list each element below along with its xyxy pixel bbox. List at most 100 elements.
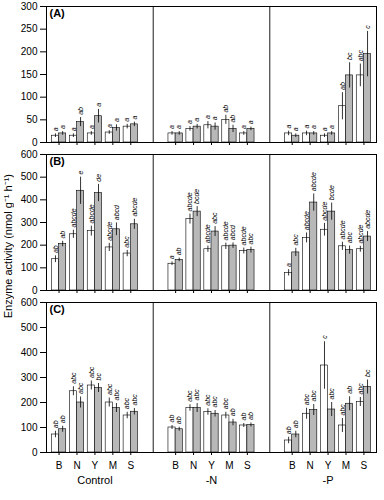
- svg-text:400: 400: [21, 347, 38, 358]
- svg-text:abc: abc: [357, 383, 364, 395]
- svg-text:a: a: [321, 127, 328, 131]
- svg-text:50: 50: [26, 114, 38, 125]
- svg-text:abc: abc: [357, 50, 364, 62]
- svg-text:de: de: [95, 174, 102, 182]
- svg-text:ab: ab: [240, 413, 247, 421]
- svg-text:(B): (B): [50, 155, 66, 167]
- svg-text:abcde: abcde: [339, 220, 346, 239]
- svg-text:a: a: [310, 125, 317, 129]
- svg-text:e: e: [77, 170, 84, 174]
- svg-text:(A): (A): [50, 7, 66, 19]
- svg-text:100: 100: [21, 262, 38, 273]
- svg-text:abcde: abcde: [88, 204, 95, 223]
- svg-text:-N: -N: [206, 474, 218, 486]
- svg-text:abc: abc: [131, 394, 138, 406]
- svg-text:abcde: abcde: [303, 211, 310, 230]
- svg-text:abc: abc: [204, 394, 211, 406]
- svg-text:a: a: [175, 125, 182, 129]
- svg-text:ab: ab: [77, 107, 84, 115]
- svg-text:abc: abc: [328, 388, 335, 400]
- svg-text:a: a: [113, 118, 120, 122]
- svg-text:300: 300: [21, 372, 38, 383]
- svg-text:abc: abc: [186, 390, 193, 402]
- svg-text:100: 100: [21, 91, 38, 102]
- svg-text:abc: abc: [211, 396, 218, 408]
- svg-text:c: c: [321, 335, 328, 339]
- svg-text:200: 200: [21, 239, 38, 250]
- svg-text:150: 150: [21, 69, 38, 80]
- svg-text:a: a: [168, 125, 175, 129]
- svg-text:Control: Control: [77, 474, 112, 486]
- svg-text:bcde: bcde: [193, 189, 200, 204]
- svg-text:ab: ab: [339, 82, 346, 90]
- svg-text:0: 0: [32, 137, 38, 148]
- svg-text:Y: Y: [92, 460, 99, 471]
- svg-text:400: 400: [21, 194, 38, 205]
- svg-text:c: c: [364, 25, 371, 29]
- svg-text:a: a: [186, 120, 193, 124]
- svg-text:abcde: abcde: [70, 208, 77, 227]
- svg-text:abc: abc: [123, 397, 130, 409]
- svg-text:abcde: abcde: [321, 202, 328, 221]
- svg-text:abc: abc: [77, 382, 84, 394]
- svg-text:ab: ab: [175, 416, 182, 424]
- svg-text:ab: ab: [222, 105, 229, 113]
- svg-text:200: 200: [21, 46, 38, 57]
- svg-text:500: 500: [21, 322, 38, 333]
- svg-text:a: a: [123, 118, 130, 122]
- svg-text:600: 600: [21, 149, 38, 160]
- svg-text:B: B: [56, 460, 63, 471]
- svg-text:ab: ab: [229, 115, 236, 123]
- svg-text:0: 0: [32, 447, 38, 458]
- svg-text:a: a: [211, 116, 218, 120]
- svg-text:a: a: [285, 124, 292, 128]
- svg-text:a: a: [328, 125, 335, 129]
- svg-text:a: a: [292, 127, 299, 131]
- svg-text:B: B: [172, 460, 179, 471]
- svg-text:abc: abc: [70, 372, 77, 384]
- svg-text:ab: ab: [59, 415, 66, 423]
- svg-text:a: a: [59, 125, 66, 129]
- svg-text:a: a: [204, 115, 211, 119]
- svg-text:ab: ab: [247, 412, 254, 420]
- svg-text:a: a: [240, 125, 247, 129]
- svg-text:S: S: [244, 460, 251, 471]
- svg-text:B: B: [289, 460, 296, 471]
- svg-text:abcde: abcde: [222, 221, 229, 240]
- svg-text:abc: abc: [113, 389, 120, 401]
- svg-text:abcde: abcde: [186, 192, 193, 211]
- svg-text:bc: bc: [346, 52, 353, 60]
- svg-text:abcde: abcde: [240, 226, 247, 245]
- svg-text:a: a: [106, 124, 113, 128]
- svg-text:abc: abc: [310, 390, 317, 402]
- svg-text:bc: bc: [364, 369, 371, 377]
- svg-text:ab: ab: [292, 420, 299, 428]
- svg-text:a: a: [52, 127, 59, 131]
- svg-text:250: 250: [21, 23, 38, 34]
- svg-text:abc: abc: [292, 234, 299, 246]
- svg-text:abcde: abcde: [106, 221, 113, 240]
- svg-text:Y: Y: [208, 460, 215, 471]
- svg-text:600: 600: [21, 297, 38, 308]
- svg-text:a: a: [285, 263, 292, 267]
- svg-text:ab: ab: [346, 386, 353, 394]
- svg-text:abc: abc: [211, 212, 218, 224]
- svg-text:ab: ab: [229, 408, 236, 416]
- svg-text:N: N: [73, 460, 80, 471]
- svg-text:a: a: [131, 115, 138, 119]
- svg-text:N: N: [307, 460, 314, 471]
- svg-text:abcde: abcde: [310, 172, 317, 191]
- svg-text:abc: abc: [88, 366, 95, 378]
- svg-text:bc: bc: [95, 373, 102, 381]
- svg-text:M: M: [225, 460, 233, 471]
- svg-text:M: M: [342, 460, 350, 471]
- svg-text:300: 300: [21, 217, 38, 228]
- svg-text:S: S: [127, 460, 134, 471]
- svg-text:ab: ab: [285, 426, 292, 434]
- svg-text:300: 300: [21, 1, 38, 12]
- svg-text:abcd: abcd: [229, 224, 236, 240]
- svg-text:-P: -P: [323, 474, 334, 486]
- svg-text:abcde: abcde: [204, 224, 211, 243]
- svg-text:a: a: [168, 255, 175, 259]
- svg-text:abcde: abcde: [357, 224, 364, 243]
